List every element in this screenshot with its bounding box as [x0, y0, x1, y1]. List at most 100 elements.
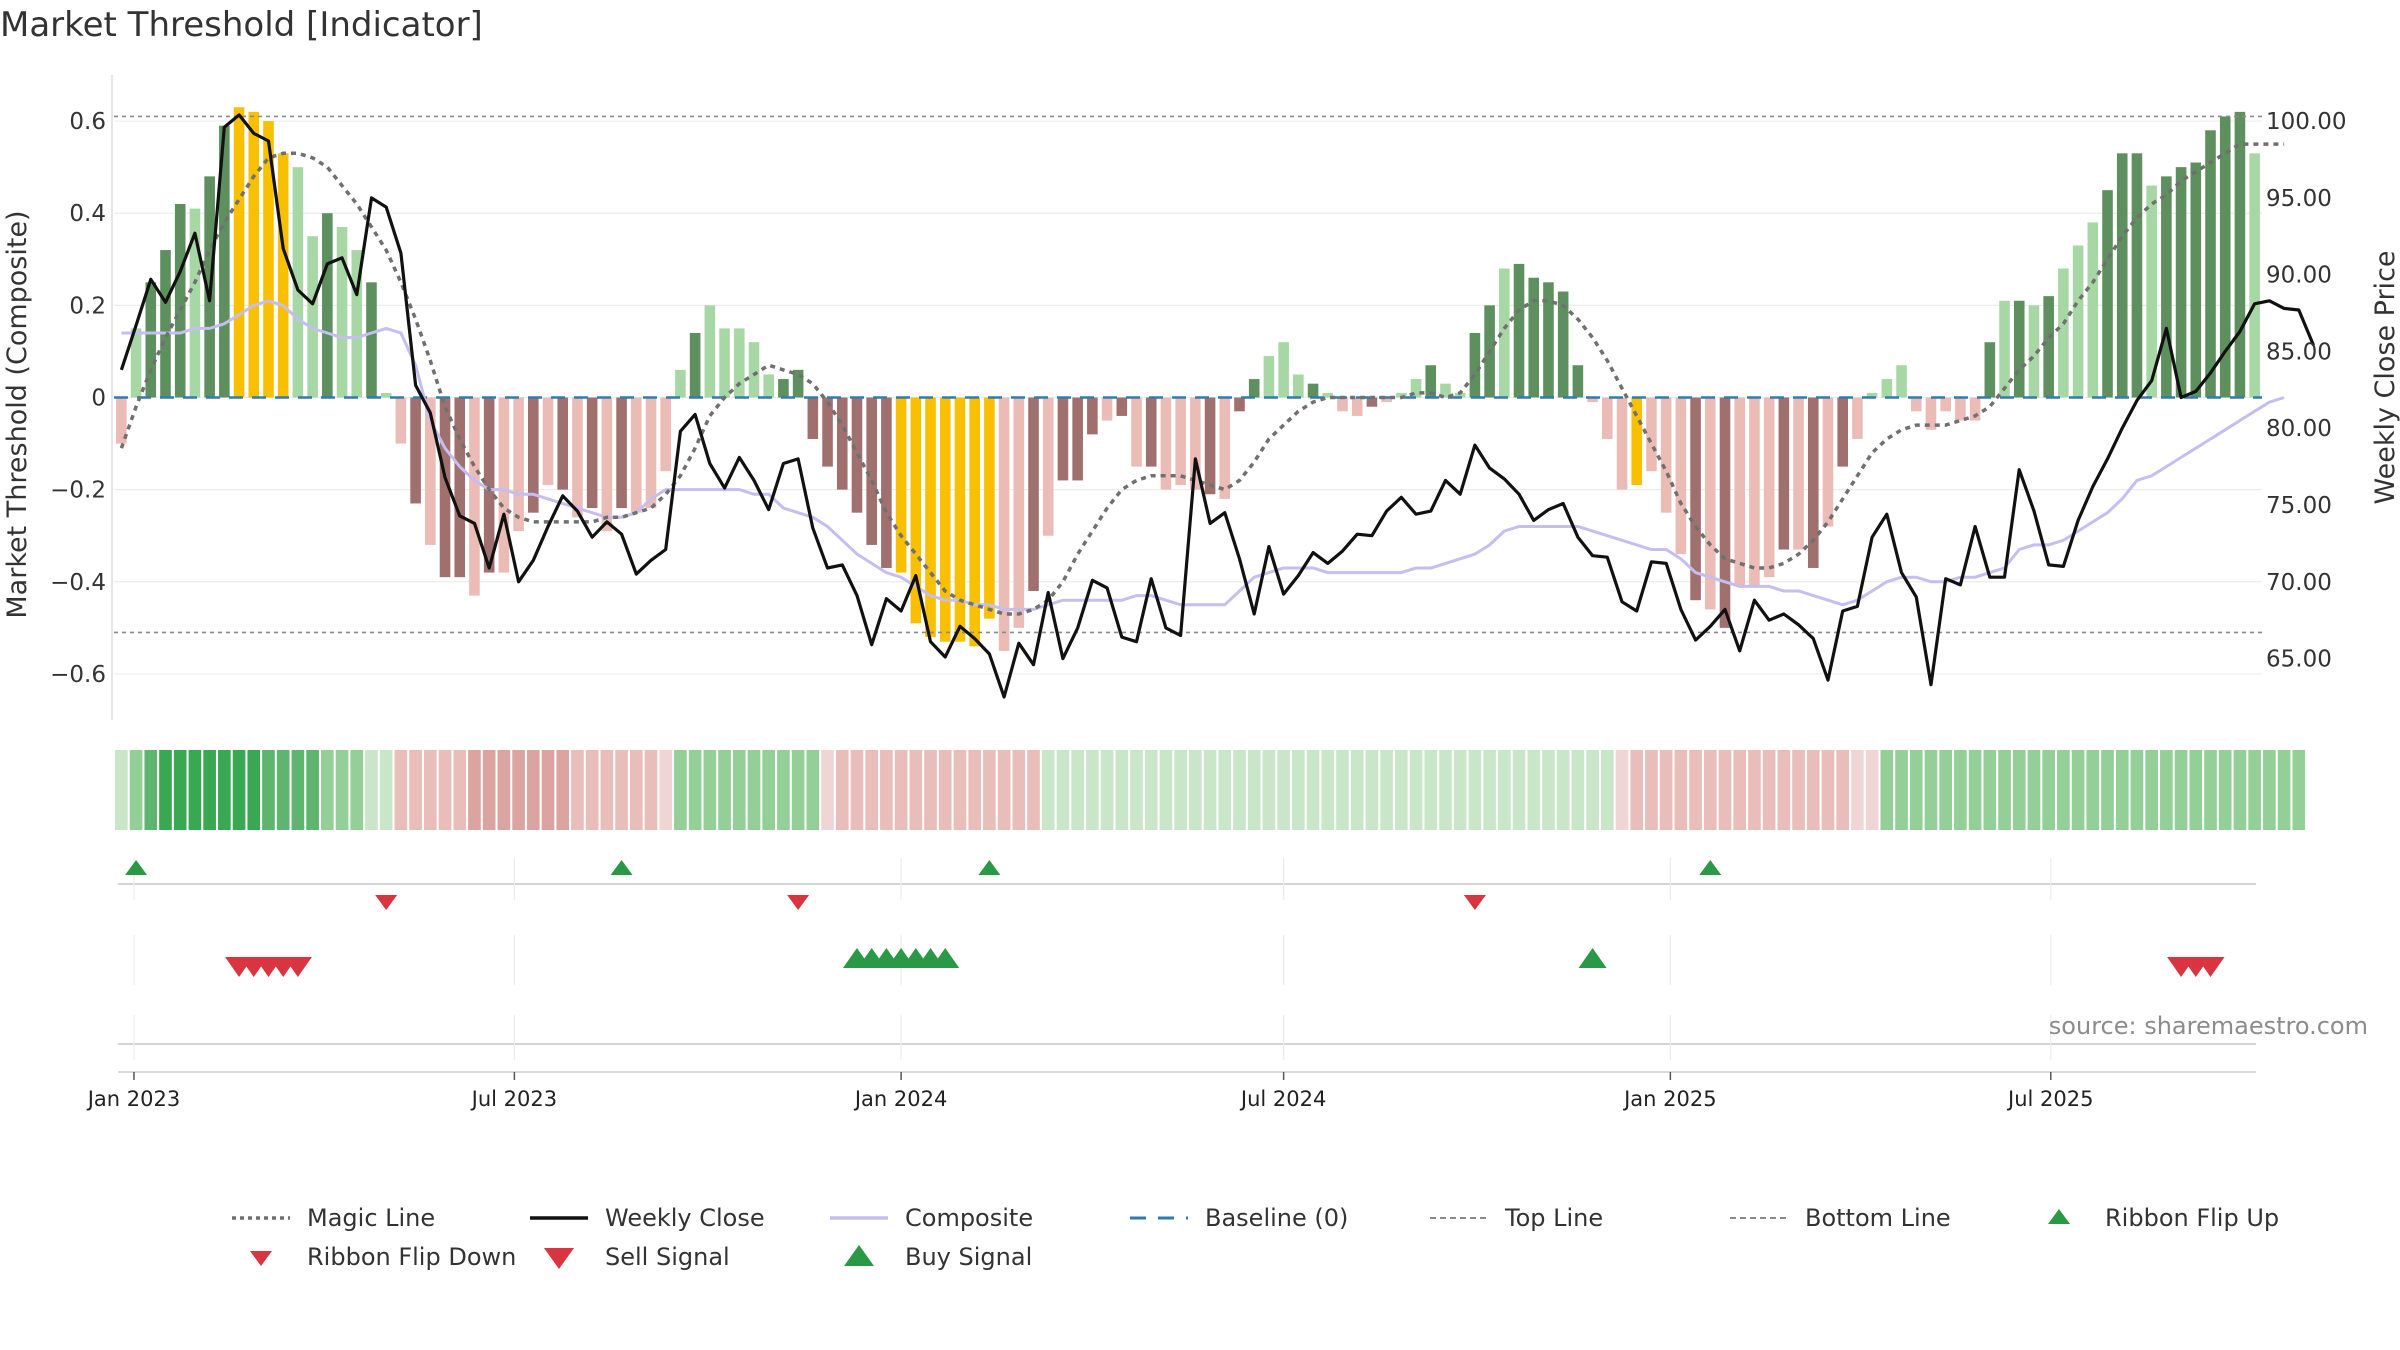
y2-tick-label: 90.00 — [2266, 263, 2332, 289]
ribbon-cell — [1409, 750, 1423, 830]
composite-bar — [733, 328, 745, 398]
composite-bar — [660, 397, 672, 472]
ribbon-cell — [659, 750, 673, 830]
ribbon-cell — [953, 750, 967, 830]
y-tick-label: 0.2 — [69, 293, 106, 319]
ribbon-cell — [1939, 750, 1953, 830]
y-tick-label: −0.6 — [50, 662, 106, 688]
ribbon-cell — [2145, 750, 2158, 830]
ribbon-cell — [1615, 750, 1629, 830]
ribbon-cell — [438, 750, 452, 830]
sell-triangle-icon — [544, 1248, 574, 1269]
ribbon-flip-down-marker — [375, 895, 398, 910]
composite-bar — [616, 397, 627, 509]
ribbon-cell — [2248, 750, 2261, 830]
legend-label: Weekly Close — [605, 1204, 765, 1232]
y2-tick-label: 65.00 — [2266, 647, 2332, 673]
composite-bar — [1984, 342, 1996, 398]
y2-axis-label: Weekly Close Price — [2370, 250, 2400, 504]
composite-bar — [925, 397, 936, 638]
composite-bar — [380, 392, 392, 398]
ribbon-cell — [350, 750, 364, 830]
composite-bar — [2116, 153, 2128, 398]
composite-bar — [425, 397, 436, 545]
ribbon-cell — [1380, 750, 1393, 830]
ribbon-cell — [806, 750, 820, 830]
ribbon-cell — [1483, 750, 1496, 830]
ribbon-flip-up-marker — [125, 860, 148, 875]
composite-bar — [1234, 397, 1245, 412]
composite-bar — [277, 153, 289, 398]
legend-label: Buy Signal — [905, 1243, 1032, 1271]
ribbon-cell — [1924, 750, 1938, 830]
weekly-close-line — [119, 113, 2315, 699]
composite-bar — [1087, 397, 1098, 435]
ribbon-cell — [909, 750, 923, 830]
ribbon-cell — [115, 750, 128, 830]
composite-bar — [2087, 222, 2099, 398]
composite-bar — [1116, 397, 1128, 416]
composite-bar — [1822, 397, 1834, 527]
composite-bar — [2175, 167, 2187, 398]
ribbon-cell — [1821, 750, 1835, 830]
ribbon-cell — [1144, 750, 1158, 830]
composite-bar — [307, 236, 318, 398]
triangle-up-icon — [2048, 1209, 2070, 1224]
ribbon-cell — [2057, 750, 2070, 830]
composite-bar — [1602, 397, 1613, 439]
ribbon-cell — [1086, 750, 1099, 830]
ribbon-cell — [2086, 750, 2100, 830]
ribbon-cell — [1586, 750, 1599, 830]
composite-bar — [2234, 111, 2246, 398]
composite-bar — [1763, 397, 1775, 578]
composite-bar — [763, 374, 774, 398]
ribbon-cell — [1542, 750, 1555, 830]
ribbon-cell — [703, 750, 717, 830]
composite-bar — [174, 204, 186, 398]
ribbon-flip-up-marker — [1699, 860, 1722, 875]
composite-bar — [954, 397, 966, 642]
ribbon-cell — [1645, 750, 1658, 830]
ribbon-cell — [1115, 750, 1129, 830]
composite-bar — [1513, 263, 1525, 398]
buy-triangle-icon — [844, 1245, 874, 1266]
ribbon-cell — [1395, 750, 1408, 830]
ribbon-cell — [1292, 750, 1305, 830]
sell-signal-marker — [2196, 957, 2225, 977]
legend-item: Weekly Close — [530, 1204, 765, 1232]
ribbon-cell — [144, 750, 158, 830]
ribbon-cell — [1718, 750, 1732, 830]
composite-bar — [2028, 305, 2040, 398]
composite-bar — [1807, 397, 1819, 568]
composite-bar — [2249, 153, 2260, 398]
composite-bar — [1145, 397, 1157, 467]
ribbon-cell — [365, 750, 378, 830]
composite-bar — [189, 208, 201, 398]
composite-bar — [1013, 397, 1025, 628]
composite-bar — [1749, 397, 1760, 587]
chart-title: Market Threshold [Indicator] — [0, 5, 483, 45]
ribbon-cell — [232, 750, 246, 830]
ribbon-cell — [850, 750, 864, 830]
composite-bar — [1896, 365, 1907, 398]
legend-label: Ribbon Flip Down — [307, 1243, 516, 1271]
ribbon-cell — [218, 750, 231, 830]
ribbon-cell — [1453, 750, 1467, 830]
composite-bar — [2219, 116, 2231, 398]
ribbon-cell — [1071, 750, 1084, 830]
composite-bar — [939, 397, 951, 642]
ribbon-cell — [1056, 750, 1070, 830]
ribbon-cell — [1762, 750, 1776, 830]
composite-bar — [792, 369, 804, 398]
composite-bar — [1057, 397, 1069, 481]
ribbon-cell — [468, 750, 481, 830]
composite-bar — [263, 121, 274, 398]
composite-bars — [116, 107, 2260, 651]
composite-bar — [2102, 190, 2113, 398]
composite-bar — [322, 213, 333, 398]
ribbon-cell — [924, 750, 937, 830]
ribbon-cell — [1336, 750, 1349, 830]
ribbon-cell — [321, 750, 334, 830]
ribbon-cell — [1527, 750, 1541, 830]
composite-bar — [1587, 397, 1598, 403]
